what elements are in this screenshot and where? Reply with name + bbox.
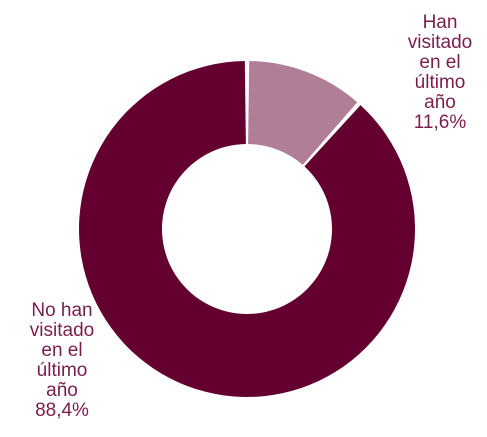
slice-value-label: 11,6% [414,112,467,133]
slice-category-label-line: último [415,72,466,93]
donut-slices [78,61,415,398]
donut-slice-2 [78,61,415,398]
slice-category-label-line: en el [41,340,82,361]
slice-labels: Han visitado en el último año 11,6%No han visi… [30,12,472,421]
slice-category-label-line: No han [31,300,92,321]
donut-slice-1 [248,61,358,165]
slice-category-label-line: visitado [408,32,472,53]
slice-category-label-line: año [424,92,456,113]
slice-value-label: 88,4% [35,400,89,421]
slice-category-label-line: visitado [30,320,94,341]
slice-category-label-line: año [46,380,78,401]
slice-category-label-line: Han [423,12,458,33]
slice-label-2: No han visitado en el último año 88,4% [30,300,94,421]
slice-category-label-line: en el [419,52,460,73]
slice-label-1: Han visitado en el último año 11,6% [408,12,472,133]
slice-category-label-line: último [37,360,88,381]
